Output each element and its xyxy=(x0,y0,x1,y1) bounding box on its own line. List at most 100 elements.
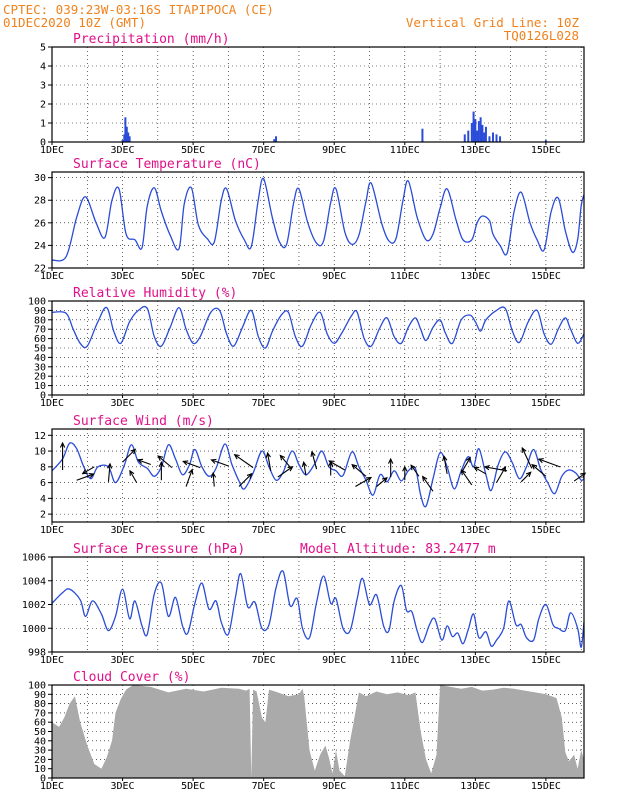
xtick-label: 11DEC xyxy=(390,525,420,536)
ytick-label: 70 xyxy=(34,708,46,719)
xtick-label: 13DEC xyxy=(460,655,490,666)
cloud-area xyxy=(52,685,584,778)
xtick-label: 13DEC xyxy=(460,398,490,409)
xtick-label: 5DEC xyxy=(181,525,205,536)
ytick-label: 8 xyxy=(40,462,46,473)
xtick-label: 5DEC xyxy=(181,655,205,666)
wind-arrow xyxy=(233,453,254,469)
wind-arrow xyxy=(402,465,408,481)
precip-bar xyxy=(421,128,424,142)
header-date: 01DEC2020 10Z (GMT) xyxy=(3,15,146,30)
xtick-label: 3DEC xyxy=(111,525,135,536)
wind-arrow xyxy=(122,448,137,463)
xtick-label: 1DEC xyxy=(40,781,64,792)
ytick-label: 100 xyxy=(28,297,46,308)
xtick-label: 9DEC xyxy=(322,525,346,536)
ytick-label: 40 xyxy=(34,353,46,364)
wind-arrow xyxy=(328,460,346,471)
xtick-label: 9DEC xyxy=(322,271,346,282)
xtick-label: 15DEC xyxy=(531,398,561,409)
wind-arrow xyxy=(81,466,95,475)
wind-arrow xyxy=(210,458,229,467)
ytick-label: 1002 xyxy=(22,600,46,611)
xtick-label: 5DEC xyxy=(181,398,205,409)
rh-series-line xyxy=(51,305,585,349)
wind-arrow xyxy=(376,477,388,487)
xtick-label: 9DEC xyxy=(322,145,346,156)
ytick-label: 50 xyxy=(34,727,46,738)
xtick-label: 7DEC xyxy=(252,145,276,156)
wind-arrow xyxy=(473,466,487,475)
wind-arrow xyxy=(442,454,448,475)
wind-arrow xyxy=(521,446,533,469)
ytick-label: 26 xyxy=(34,218,46,229)
xtick-label: 15DEC xyxy=(531,655,561,666)
xtick-label: 15DEC xyxy=(531,145,561,156)
ytick-label: 1 xyxy=(40,119,46,130)
precip-bar xyxy=(544,140,547,142)
precip-bar xyxy=(491,132,494,142)
precip-bar xyxy=(488,136,491,142)
wind-arrow xyxy=(351,463,367,477)
xtick-label: 7DEC xyxy=(252,525,276,536)
wind-arrow xyxy=(310,450,318,470)
header-vertical-grid: Vertical Grid Line: 10Z xyxy=(406,15,580,30)
wind-arrow xyxy=(76,473,95,481)
xtick-label: 5DEC xyxy=(181,271,205,282)
ytick-label: 50 xyxy=(34,344,46,355)
wind-arrow xyxy=(182,460,201,469)
precip-bar xyxy=(275,136,278,142)
wind-arrow xyxy=(277,466,294,478)
precip-bar xyxy=(123,134,126,142)
plot-frame xyxy=(51,171,585,269)
header-model-id: TQ0126L028 xyxy=(504,28,579,43)
xtick-label: 3DEC xyxy=(111,655,135,666)
ytick-label: 0 xyxy=(40,391,46,402)
xtick-label: 3DEC xyxy=(111,398,135,409)
precip-bar xyxy=(483,132,486,142)
wind-arrow xyxy=(136,458,151,465)
wind-arrow xyxy=(531,463,547,477)
ytick-label: 60 xyxy=(34,334,46,345)
model-altitude-label: Model Altitude: 83.2477 m xyxy=(300,542,496,557)
wind-arrow xyxy=(520,471,532,483)
panel-title: Surface Wind (m/s) xyxy=(73,414,214,429)
wind-arrow xyxy=(210,471,217,487)
xtick-label: 11DEC xyxy=(390,655,420,666)
precip-bar xyxy=(472,111,475,142)
xtick-label: 11DEC xyxy=(390,271,420,282)
precip-bar xyxy=(470,123,473,142)
panel-title: Relative Humidity (%) xyxy=(73,286,237,301)
wind-arrow xyxy=(238,472,253,487)
ytick-label: 0 xyxy=(40,138,46,149)
xtick-label: 7DEC xyxy=(252,655,276,666)
xtick-label: 13DEC xyxy=(460,525,490,536)
ytick-label: 90 xyxy=(34,306,46,317)
ytick-label: 90 xyxy=(34,690,46,701)
wind-arrow xyxy=(410,464,420,477)
wind-arrow xyxy=(59,441,66,470)
precip-bar xyxy=(127,132,130,142)
ytick-label: 0 xyxy=(40,774,46,785)
xtick-label: 5DEC xyxy=(181,145,205,156)
wind-arrow xyxy=(301,460,308,476)
ytick-label: 1006 xyxy=(22,553,46,564)
xtick-label: 11DEC xyxy=(390,145,420,156)
xtick-label: 3DEC xyxy=(111,145,135,156)
ytick-label: 80 xyxy=(34,699,46,710)
panel-title: Surface Pressure (hPa) xyxy=(73,542,245,557)
ytick-label: 30 xyxy=(34,746,46,757)
precip-bar xyxy=(476,130,479,142)
wind-arrow xyxy=(537,458,561,468)
xtick-label: 13DEC xyxy=(460,781,490,792)
ytick-label: 100 xyxy=(28,681,46,692)
panel-title: Surface Temperature (nC) xyxy=(73,157,261,172)
ytick-label: 80 xyxy=(34,315,46,326)
xtick-label: 9DEC xyxy=(322,655,346,666)
panel-wind: 2 4 6 8 10 12 1DEC 3DEC 5DEC 7DEC 9DEC 11DEC 13DEC 15… xyxy=(34,414,587,536)
xtick-label: 7DEC xyxy=(252,398,276,409)
plot-frame xyxy=(51,684,585,779)
wind-arrow xyxy=(460,469,473,486)
